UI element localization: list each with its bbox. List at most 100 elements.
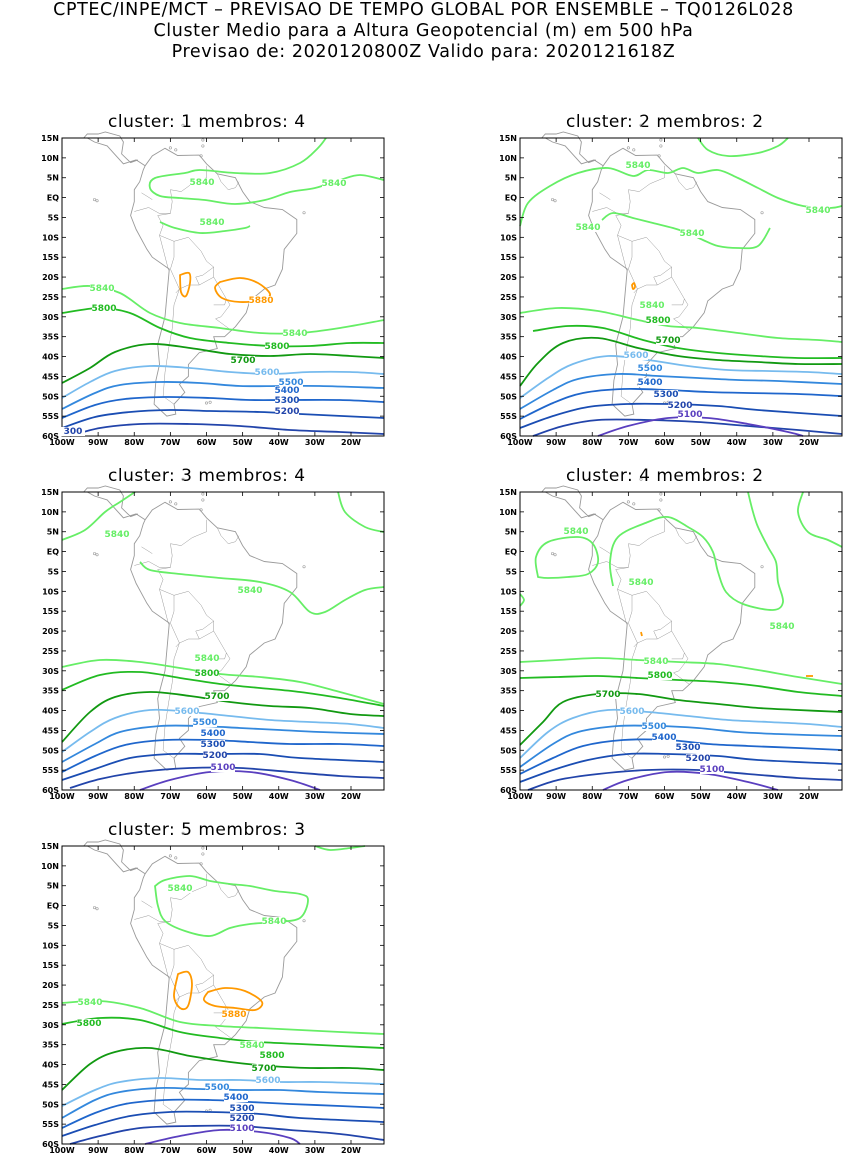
country-border — [633, 630, 672, 648]
contour-line — [519, 692, 843, 746]
contour-line — [519, 307, 843, 343]
lat-tick-label: 35S — [42, 333, 59, 342]
island — [632, 502, 636, 506]
lon-tick-label: 80W — [582, 792, 602, 801]
contour-label: 5400 — [200, 729, 225, 739]
panel-3-title: cluster: 3 membros: 4 — [108, 466, 306, 486]
lon-tick-label: 40W — [727, 792, 747, 801]
lat-tick-label: 35S — [42, 1041, 59, 1050]
contour-line — [602, 770, 779, 791]
contour-label-bg — [230, 1104, 254, 1113]
lon-tick-label: 80W — [582, 438, 602, 447]
lat-tick-label: 50S — [500, 746, 517, 755]
lat-tick-label: 55S — [42, 766, 59, 775]
contour-line — [532, 418, 843, 437]
contour-label-bg — [262, 917, 286, 926]
lat-tick-label: 60S — [500, 432, 517, 441]
island — [181, 477, 185, 481]
contour-line — [519, 752, 843, 783]
lon-tick-label: 90W — [88, 792, 108, 801]
island — [551, 552, 555, 556]
central-america-outline — [82, 839, 146, 875]
contour-label: 5800 — [647, 671, 672, 681]
contour-label: 5600 — [623, 351, 648, 361]
contour-label: 5100 — [677, 410, 702, 420]
lat-tick-label: 10N — [41, 862, 59, 871]
contour-line — [159, 221, 251, 234]
lat-tick-label: 5N — [47, 528, 59, 537]
lat-tick-label: 20S — [42, 981, 59, 990]
lat-tick-label: 45S — [500, 726, 517, 735]
country-border — [141, 192, 153, 200]
contour-label: 5800 — [194, 669, 219, 679]
contour-label: 300 — [64, 427, 83, 437]
lon-tick-label: 70W — [160, 1146, 180, 1155]
contour-label-bg — [92, 304, 116, 313]
contour-label-bg — [238, 586, 262, 595]
lon-tick-label: 20W — [799, 438, 819, 447]
lat-tick-label: 30S — [500, 667, 517, 676]
lon-tick-label: 20W — [341, 1146, 361, 1155]
country-border — [213, 298, 227, 306]
contour-label-bg — [105, 530, 129, 539]
country-border — [134, 207, 171, 214]
map-panel-3: 15N 10N 5N EQ 5S 10S 15S 20S 25S 30S 35S 40S 45S 50S 5… — [41, 477, 385, 801]
contour-label-bg — [61, 427, 85, 436]
country-border — [217, 173, 240, 190]
country-border — [617, 589, 627, 625]
panel-2-title: cluster: 2 membros: 2 — [566, 112, 764, 132]
lon-tick-label: 30W — [763, 438, 783, 447]
island — [659, 138, 663, 142]
island — [302, 211, 306, 215]
contour-label: 5500 — [641, 722, 666, 732]
contour-line — [179, 271, 192, 298]
contour-line — [61, 1046, 385, 1091]
lat-tick-label: 10N — [499, 508, 517, 517]
lat-tick-label: 15N — [499, 488, 517, 497]
contour-line — [519, 675, 843, 697]
contour-label-bg — [564, 527, 588, 536]
contour-label: 5500 — [637, 364, 662, 374]
contour-line — [61, 1098, 385, 1129]
lon-tick-label: 20W — [341, 792, 361, 801]
contour-label-bg — [77, 1019, 101, 1028]
panel-5-title: cluster: 5 membros: 3 — [108, 820, 306, 840]
lon-tick-label: 30W — [305, 1146, 325, 1155]
island — [760, 565, 764, 569]
island — [208, 400, 212, 404]
island — [174, 148, 178, 152]
central-america-outline — [82, 131, 146, 167]
contour-label-bg — [195, 669, 219, 678]
contour-line — [61, 343, 385, 384]
lat-tick-label: 10N — [41, 154, 59, 163]
lat-tick-label: 15N — [499, 134, 517, 143]
lat-tick-label: EQ — [505, 548, 517, 557]
island — [626, 146, 630, 150]
lon-tick-label: 100W — [49, 438, 75, 447]
lat-tick-label: 25S — [42, 293, 59, 302]
contour-line — [61, 1086, 385, 1119]
lat-tick-label: 45S — [500, 372, 517, 381]
lat-tick-label: 5S — [506, 213, 518, 222]
contour-line — [61, 409, 385, 429]
island — [93, 552, 97, 556]
contour-label: 5300 — [200, 740, 225, 750]
contour-label: 5800 — [76, 1019, 101, 1029]
continent-outline — [588, 147, 756, 417]
contour-label-bg — [644, 657, 668, 666]
country-border — [173, 591, 232, 685]
contour-line — [61, 1016, 385, 1049]
lat-tick-label: 30S — [42, 1021, 59, 1030]
contour-label: 5400 — [651, 733, 676, 743]
lon-tick-label: 90W — [546, 792, 566, 801]
contour-label: 5840 — [104, 530, 129, 540]
lon-tick-label: 50W — [233, 1146, 253, 1155]
contour-label: 5800 — [91, 304, 116, 314]
contour-line — [519, 373, 843, 410]
map-frame — [61, 845, 385, 1145]
contour-label-bg — [78, 998, 102, 1007]
contour-label: 5700 — [251, 1064, 276, 1074]
contour-label: 5200 — [685, 754, 710, 764]
contour-label-bg — [654, 390, 678, 399]
lat-tick-label: 5S — [48, 567, 60, 576]
